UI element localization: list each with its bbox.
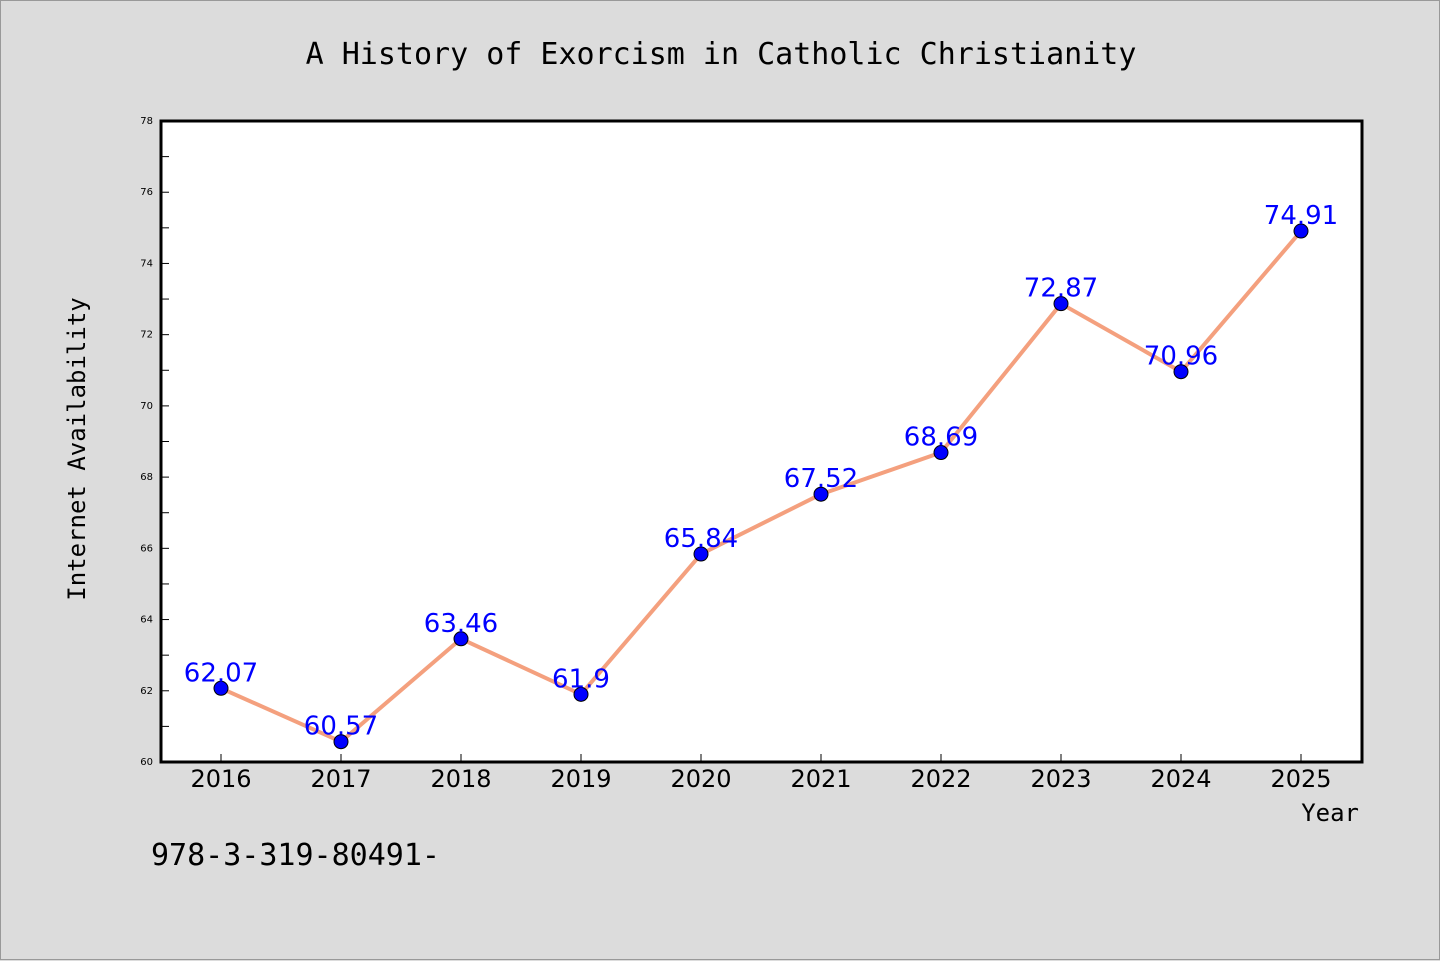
x-tick-label: 2023: [1030, 765, 1091, 793]
x-tick-label: 2018: [430, 765, 491, 793]
x-axis-ticks: 2016 2017 2018 2019 2020 2021 2022 2023 2024 2025: [190, 754, 1332, 793]
data-label: 61.9: [552, 664, 610, 694]
y-tick-label: 74: [140, 258, 153, 269]
data-point: [693, 546, 709, 562]
y-tick-label: 60: [140, 757, 153, 768]
data-labels: 62.07 60.57 63.46 61.9 65.84 67.52 68.69 72.87 7…: [184, 201, 1338, 742]
y-tick-label: 64: [140, 615, 153, 626]
y-tick-label: 76: [140, 187, 153, 198]
data-point: [453, 631, 469, 647]
x-tick-label: 2017: [310, 765, 371, 793]
data-label: 60.57: [304, 712, 378, 742]
y-tick-label: 62: [140, 686, 153, 697]
y-tick-label: 78: [140, 116, 153, 127]
plot-area: [161, 121, 1362, 762]
series-line: [219, 229, 1303, 744]
data-point: [213, 680, 229, 696]
data-point: [1293, 223, 1309, 239]
y-tick-label: 70: [140, 401, 153, 412]
chart-title: A History of Exorcism in Catholic Christ…: [306, 37, 1137, 72]
x-tick-label: 2020: [670, 765, 731, 793]
x-tick-label: 2022: [910, 765, 971, 793]
data-label: 68.69: [904, 423, 978, 453]
x-tick-label: 2021: [790, 765, 851, 793]
data-label: 70.96: [1144, 342, 1218, 372]
data-label: 72.87: [1024, 274, 1098, 304]
x-tick-label: 2025: [1270, 765, 1331, 793]
data-label: 63.46: [424, 609, 498, 639]
x-tick-label: 2019: [550, 765, 611, 793]
data-label: 62.07: [184, 658, 258, 688]
x-axis-title: Year: [1301, 799, 1359, 827]
y-axis-title: Internet Availability: [63, 297, 91, 600]
data-label: 65.84: [664, 524, 738, 554]
footnote-text: 978-3-319-80491-: [151, 838, 440, 873]
y-tick-label: 68: [140, 472, 153, 483]
data-point: [1053, 296, 1069, 312]
data-point: [1173, 364, 1189, 380]
x-tick-label: 2016: [190, 765, 251, 793]
x-tick-label: 2024: [1150, 765, 1211, 793]
data-label: 74.91: [1264, 201, 1338, 231]
data-point: [933, 445, 949, 461]
y-tick-label: 66: [140, 543, 153, 554]
data-point: [573, 686, 589, 702]
data-markers: [213, 223, 1309, 750]
data-label: 67.52: [784, 464, 858, 494]
y-tick-label: 72: [140, 330, 153, 341]
data-point: [813, 486, 829, 502]
data-point: [333, 734, 349, 750]
plot-border: [159, 119, 1364, 764]
y-axis-ticks: 60 62 64 66 68 70 72 74 76 78: [140, 116, 169, 768]
